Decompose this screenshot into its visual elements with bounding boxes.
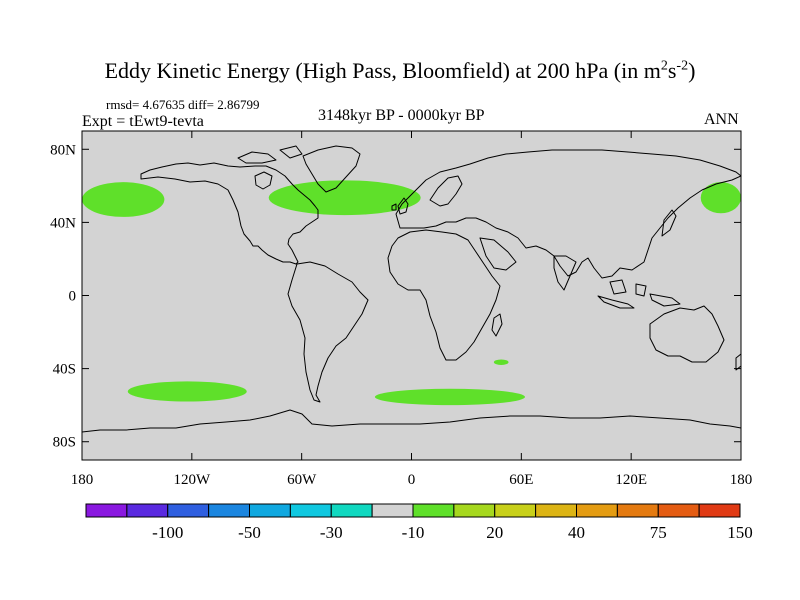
colorbar-box — [412, 503, 455, 518]
coast-africa — [387, 229, 501, 361]
coastlines — [82, 145, 741, 433]
coast-new-zealand — [735, 353, 741, 371]
colorbar-label: -10 — [402, 523, 425, 542]
colorbar-box — [85, 503, 128, 518]
coast-arabia — [479, 237, 517, 271]
colorbar-label: 40 — [568, 523, 585, 542]
lat-label: 40N — [50, 215, 76, 231]
coast-eurasia — [395, 149, 741, 279]
colorbar-box — [371, 503, 414, 518]
lat-label: 40S — [53, 362, 76, 378]
coast-india — [553, 255, 577, 291]
colorbar-box — [289, 503, 332, 518]
title-mid: s — [667, 58, 677, 83]
colorbar-box — [126, 503, 169, 518]
anomaly-north-atlantic — [268, 180, 421, 216]
colorbar-box — [208, 503, 250, 518]
anomaly-north-pacific-east — [82, 182, 165, 217]
lon-label: 120E — [615, 472, 647, 488]
coast-australia — [649, 305, 725, 363]
lon-label: 0 — [408, 472, 416, 488]
coast-madagascar — [491, 313, 503, 337]
season-label: ANN — [704, 111, 739, 128]
coast-hudson-bay — [254, 171, 273, 190]
coast-se-asia-islands — [597, 279, 681, 309]
colorbar-box — [494, 503, 537, 518]
colorbar-label: 20 — [486, 523, 503, 542]
colorbar-labels: -100 -50 -30 -10 20 40 75 150 — [152, 523, 753, 542]
colorbar — [85, 503, 741, 518]
lon-label: 120W — [173, 472, 211, 488]
anomaly-south-indian-speck — [493, 359, 509, 365]
coast-japan — [661, 209, 677, 237]
coast-south-america — [287, 261, 369, 403]
coast-greenland — [302, 145, 361, 193]
colorbar-box — [330, 503, 373, 518]
colorbar-box — [249, 503, 291, 518]
colorbar-box — [616, 503, 659, 518]
coast-antarctica — [82, 409, 741, 433]
title-sup-2: -2 — [676, 58, 689, 74]
lon-label: 60W — [287, 472, 317, 488]
coast-scandinavia — [429, 175, 463, 207]
colorbar-label: 75 — [650, 523, 667, 542]
colorbar-box — [657, 503, 700, 518]
longitude-labels: 180 120W 60W 0 60E 120E 180 — [71, 472, 753, 488]
title-text: Eddy Kinetic Energy (High Pass, Bloomfie… — [104, 58, 661, 83]
coast-british-isles — [391, 197, 409, 215]
lat-label: 80S — [53, 435, 76, 451]
colorbar-box — [576, 503, 618, 518]
colorbar-box — [167, 503, 210, 518]
axis-ticks — [81, 131, 742, 460]
coast-arctic-islands — [237, 145, 303, 164]
latitude-labels: 80N 40N 0 40S 80S — [50, 142, 76, 450]
colorbar-label: -100 — [152, 523, 183, 542]
colorbar-label: 150 — [727, 523, 753, 542]
title-sup-1: 2 — [660, 58, 668, 74]
colorbar-label: -30 — [320, 523, 343, 542]
period-label: 3148kyr BP - 0000kyr BP — [318, 107, 485, 124]
coast-north-america — [140, 162, 319, 265]
anomaly-south-pacific — [127, 381, 247, 402]
colorbar-label: -50 — [238, 523, 261, 542]
title-end: ) — [688, 58, 696, 83]
anomaly-south-atlantic-indian — [374, 388, 525, 406]
anomaly-regions — [82, 180, 741, 406]
lon-label: 180 — [71, 472, 94, 488]
map-title: Eddy Kinetic Energy (High Pass, Bloomfie… — [0, 58, 800, 84]
stats-text: rmsd= 4.67635 diff= 2.86799 — [106, 97, 260, 112]
lon-label: 180 — [730, 472, 753, 488]
lat-label: 80N — [50, 142, 76, 158]
colorbar-box — [698, 503, 741, 518]
experiment-label: Expt = tEwt9-tevta — [82, 113, 204, 130]
anomaly-north-pacific-west — [700, 182, 741, 214]
lat-label: 0 — [69, 289, 77, 305]
colorbar-box — [535, 503, 577, 518]
map-background — [82, 131, 741, 460]
lon-label: 60E — [509, 472, 533, 488]
colorbar-box — [453, 503, 496, 518]
